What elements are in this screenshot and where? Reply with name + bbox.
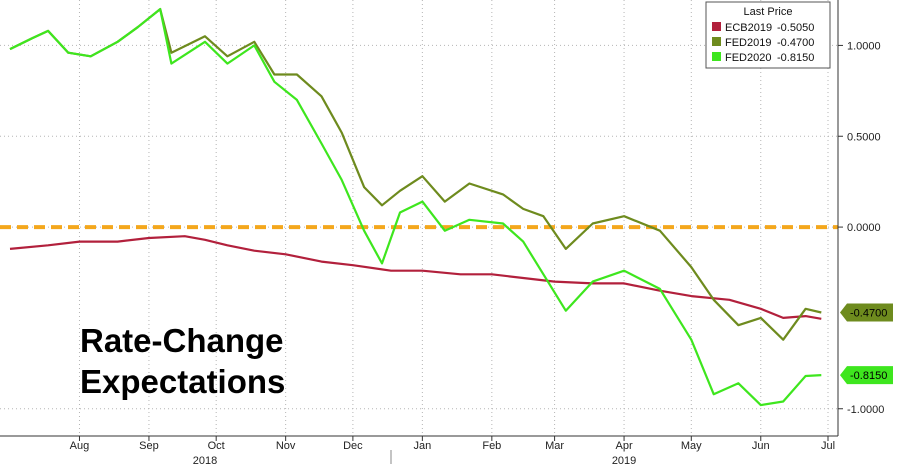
- x-year-label-2019: 2019: [612, 455, 636, 467]
- legend-title: Last Price: [744, 6, 793, 18]
- legend: Last Price ECB2019 -0.5050 FED2019 -0.47…: [705, 1, 831, 69]
- x-tick-label-may: May: [681, 440, 702, 452]
- end-tag-label-fed2019: -0.4700: [850, 307, 887, 319]
- end-value-tags: -0.4700 -0.8150: [840, 303, 893, 385]
- x-tick-label-nov: Nov: [276, 440, 296, 452]
- axes: [0, 0, 839, 437]
- x-tick-label-oct: Oct: [208, 440, 225, 452]
- headline-line-2: Expectations: [80, 363, 285, 400]
- x-tick-label-jun: Jun: [752, 440, 770, 452]
- legend-name-fed2020: FED2020: [725, 52, 771, 64]
- plot-background: [0, 0, 838, 436]
- x-tick-label-apr: Apr: [615, 440, 632, 452]
- y-tick-label-0-5000: 0.5000: [847, 131, 881, 143]
- y-tick-label-1-0000: 1.0000: [847, 40, 881, 52]
- x-tick-label-sep: Sep: [139, 440, 159, 452]
- y-axis-ticks: 1.0000 0.5000 0.0000 -1.0000: [838, 40, 884, 416]
- x-tick-label-jan: Jan: [413, 440, 431, 452]
- x-tick-label-jul: Jul: [821, 440, 835, 452]
- legend-name-fed2019: FED2019: [725, 37, 771, 49]
- series-line-ecb2019: [9, 235, 822, 320]
- x-tick-label-aug: Aug: [70, 440, 90, 452]
- legend-swatch-fed2019: [712, 37, 721, 46]
- legend-name-ecb2019: ECB2019: [725, 22, 772, 34]
- headline-line-1: Rate-Change: [80, 322, 284, 359]
- legend-box: [705, 1, 831, 69]
- x-tick-label-mar: Mar: [545, 440, 564, 452]
- legend-value-ecb2019: -0.5050: [777, 22, 814, 34]
- y-tick-label-0-0000: 0.0000: [847, 222, 881, 234]
- end-tag-fed2020: [840, 366, 893, 385]
- gridlines: [0, 0, 838, 436]
- end-tag-fed2019: [840, 303, 893, 322]
- x-axis-ticks: Aug Sep Oct Nov Dec Jan Feb Mar Apr May Jun Jul 2018…: [70, 436, 835, 467]
- legend-swatch-ecb2019: [712, 22, 721, 31]
- end-tag-label-fed2020: -0.8150: [850, 370, 887, 382]
- series-line-fed2020: [9, 8, 822, 407]
- x-tick-label-feb: Feb: [482, 440, 501, 452]
- legend-value-fed2020: -0.8150: [777, 52, 814, 64]
- x-tick-label-dec: Dec: [343, 440, 363, 452]
- legend-swatch-fed2020: [712, 52, 721, 61]
- series-lines: [9, 8, 822, 407]
- legend-value-fed2019: -0.4700: [777, 37, 814, 49]
- y-tick-label--1-0000: -1.0000: [847, 404, 884, 416]
- x-year-label-2018: 2018: [193, 455, 217, 467]
